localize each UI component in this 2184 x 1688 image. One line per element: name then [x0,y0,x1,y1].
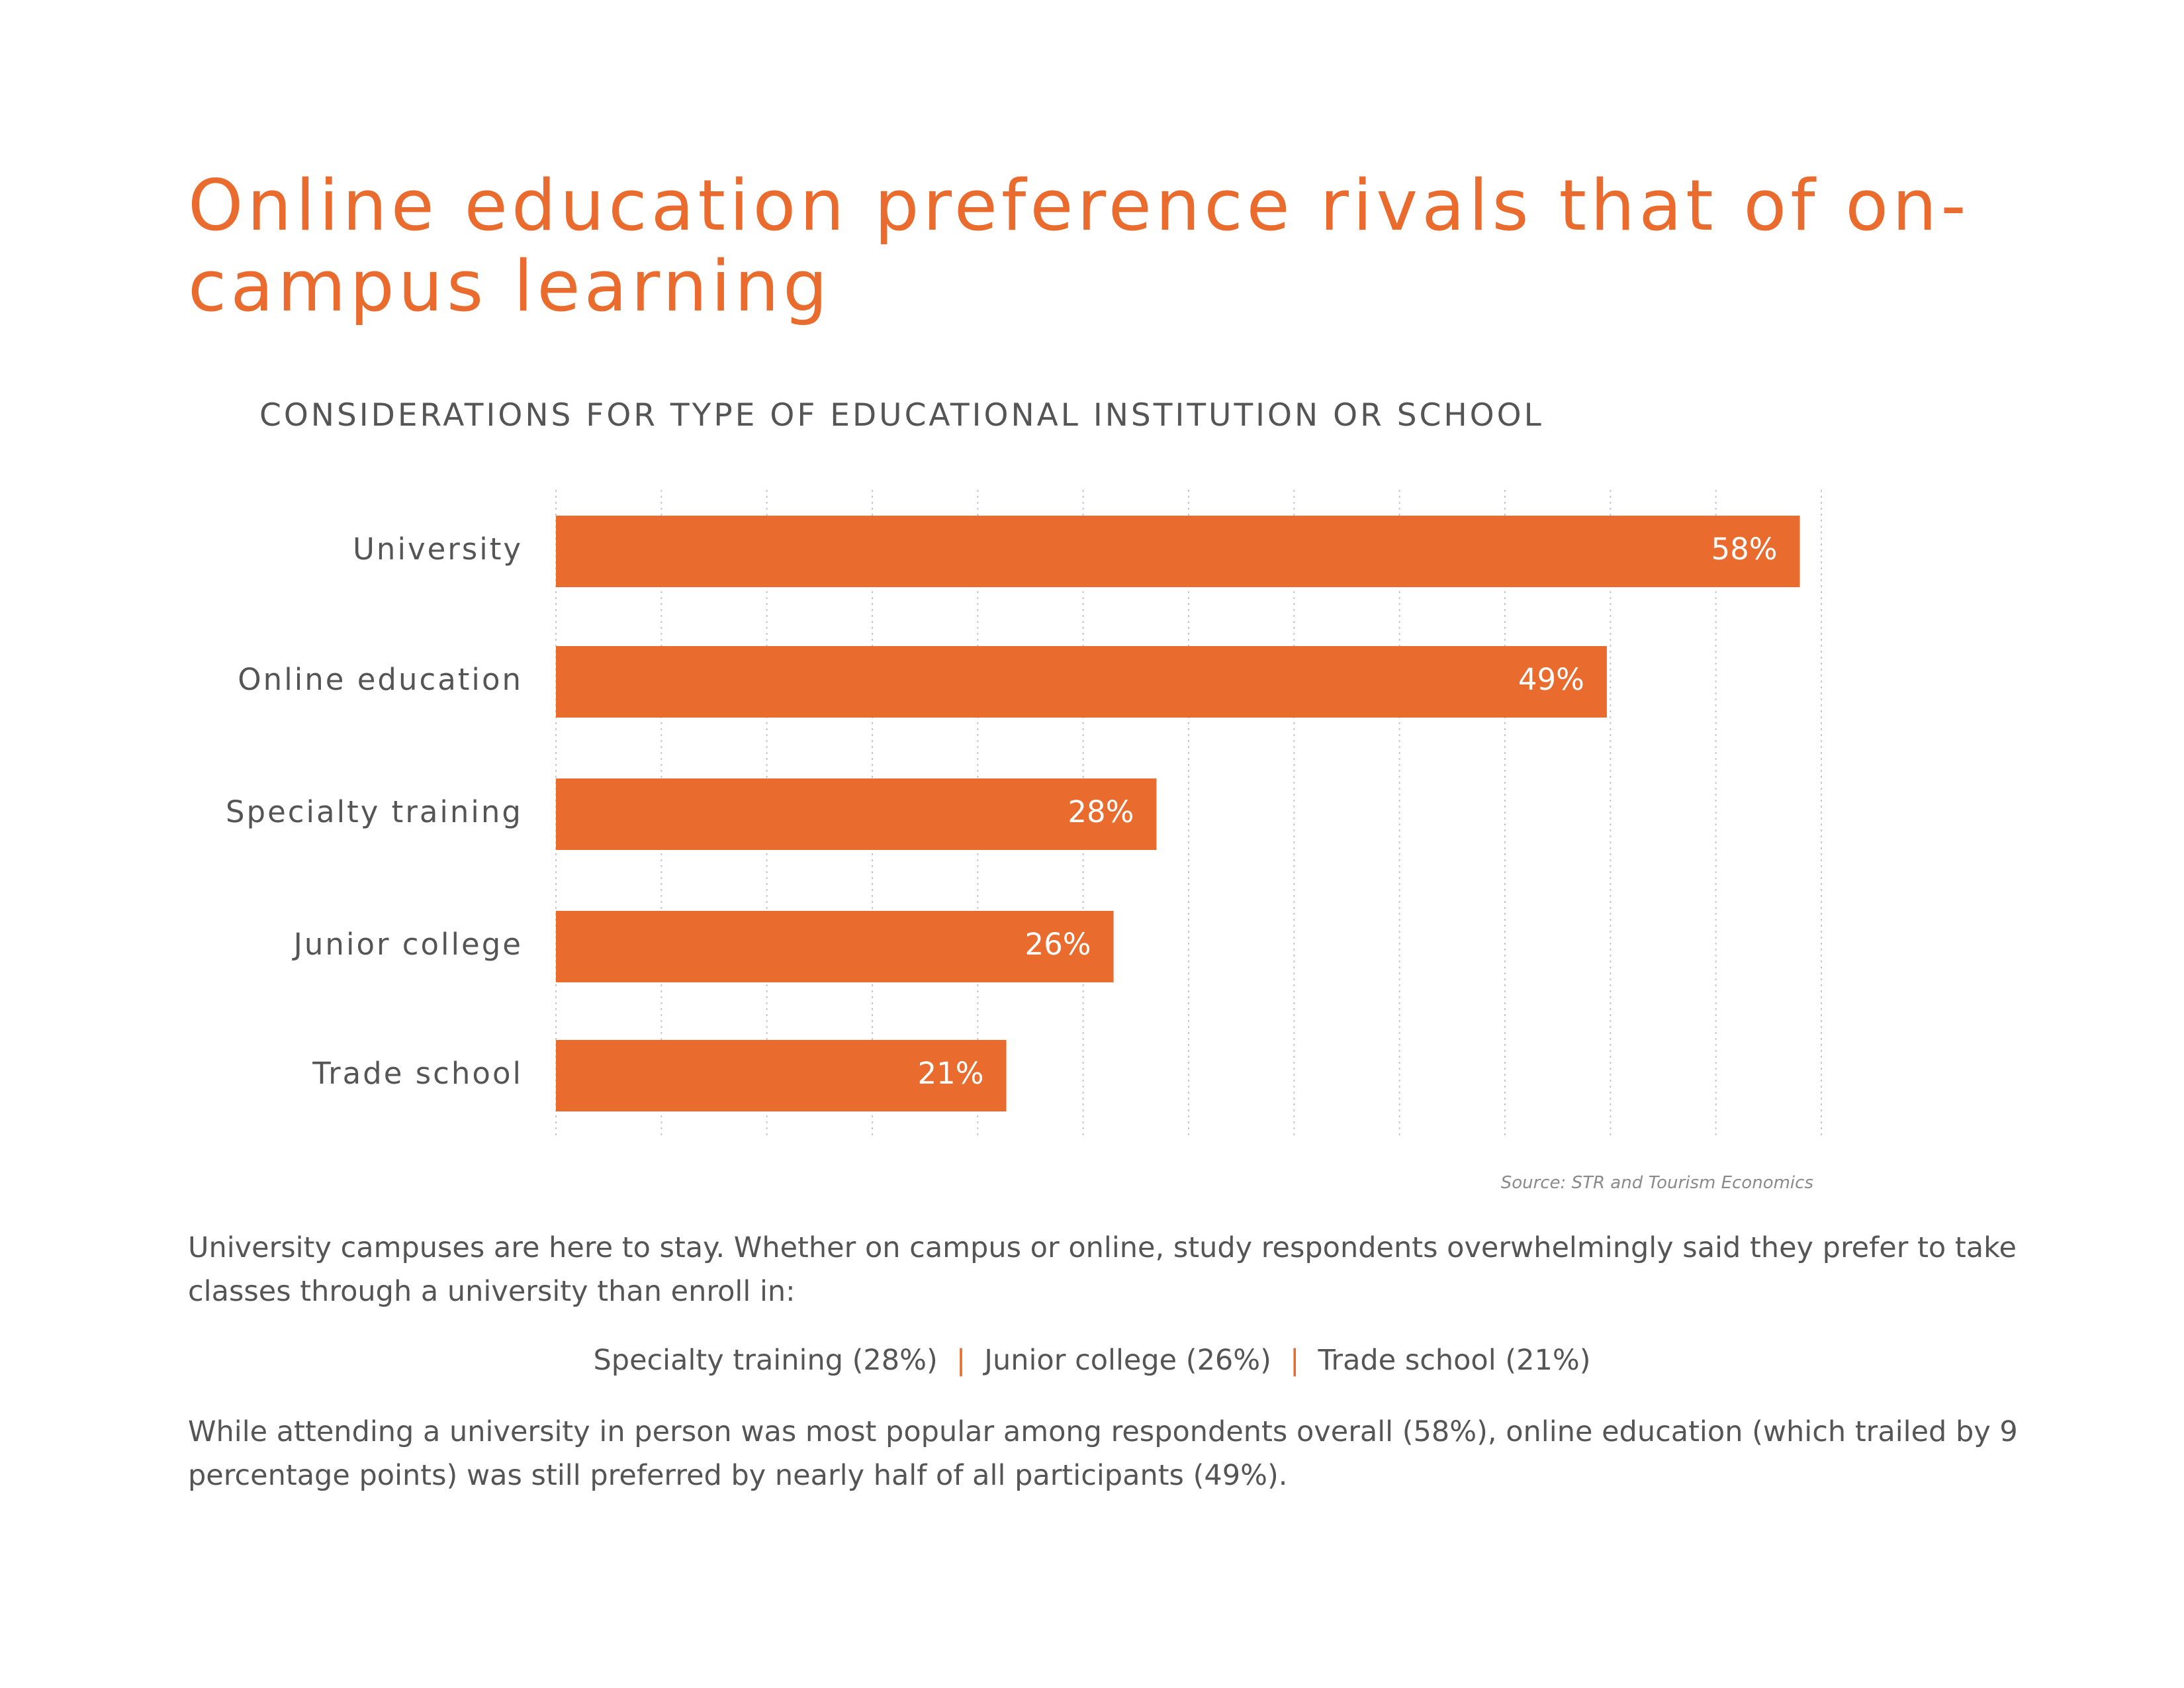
bar [556,1040,1007,1111]
chart-subtitle: CONSIDERATIONS FOR TYPE OF EDUCATIONAL I… [259,397,1544,434]
bar [556,911,1114,982]
value-label: 49% [1518,662,1584,697]
inline-list-item: Specialty training (28%) [593,1344,938,1377]
value-label: 28% [1068,794,1134,829]
value-label: 21% [918,1056,984,1091]
intro-paragraph: University campuses are here to stay. Wh… [188,1231,2017,1308]
summary-paragraph: While attending a university in person w… [188,1415,2018,1492]
bar-chart: University 58% Online education 49% Specialt… [226,490,1822,1137]
separator: | [956,1344,966,1377]
bar [556,516,1800,587]
bar [556,778,1157,850]
source-note: Source: STR and Tourism Economics [1500,1173,1813,1193]
category-label: University [353,532,523,567]
inline-list-item: Trade school (21%) [1318,1344,1591,1377]
category-label: Junior college [292,927,523,962]
inline-list: Specialty training (28%) | Junior college … [0,1338,2184,1382]
inline-list-item: Junior college (26%) [984,1344,1271,1377]
category-label: Specialty training [226,794,523,829]
value-label: 58% [1711,532,1778,567]
bar [556,646,1607,718]
category-label: Online education [238,662,523,697]
category-label: Trade school [312,1056,523,1091]
value-label: 26% [1025,927,1091,962]
separator: | [1289,1344,1300,1377]
page-title: Online education preference rivals that … [188,165,1970,327]
